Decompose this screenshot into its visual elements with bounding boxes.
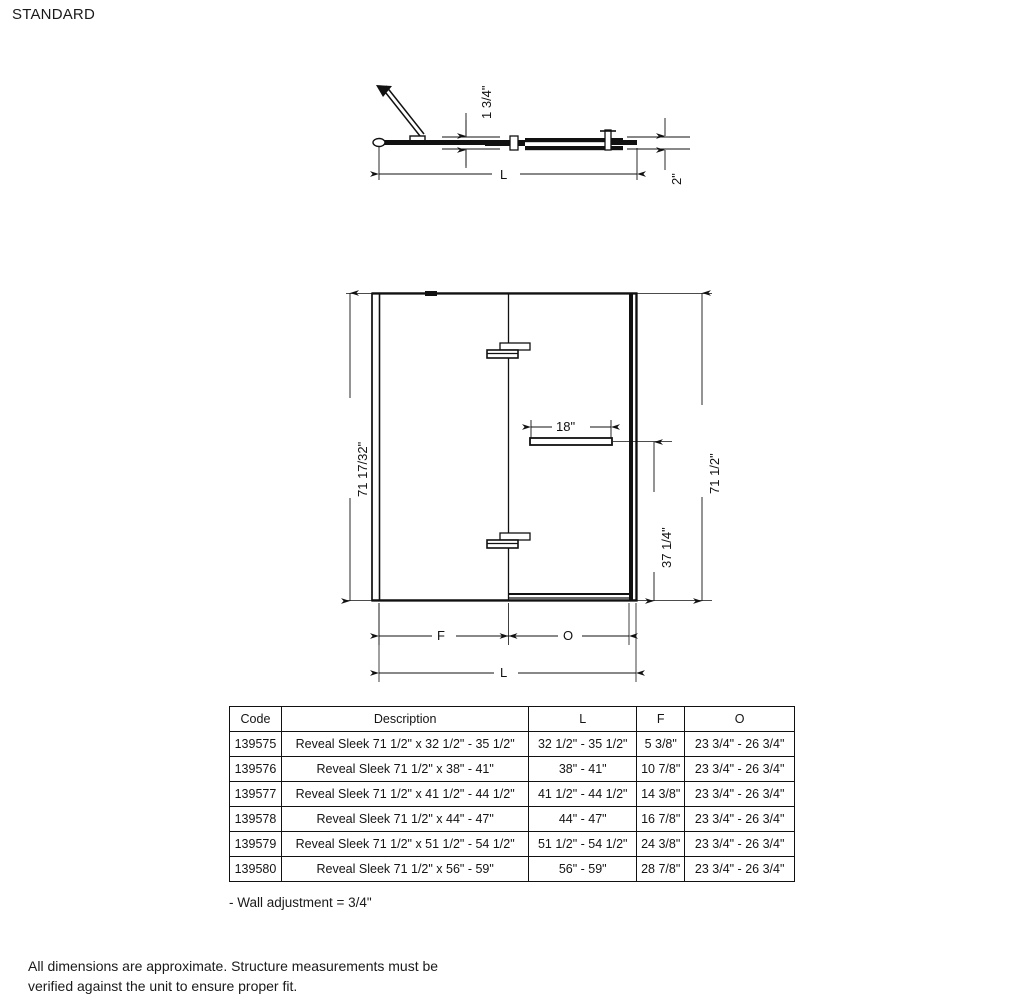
elev-dim-right-height: 71 1/2" xyxy=(707,453,722,494)
cell-code: 139580 xyxy=(229,856,282,882)
table-row: 139578 Reveal Sleek 71 1/2" x 44" - 47" … xyxy=(229,806,795,832)
elev-dim-O: O xyxy=(563,628,574,643)
header-O: O xyxy=(684,706,795,732)
upper-hinge xyxy=(486,342,531,359)
elev-dim-handle-width: 18" xyxy=(556,419,576,434)
plan-dim-L: L xyxy=(500,167,508,182)
wall-adjustment-note: - Wall adjustment = 3/4" xyxy=(229,895,372,910)
specification-table-wrapper: Code Description L F O 139575 Reveal Sle… xyxy=(229,706,795,882)
table-row: 139579 Reveal Sleek 71 1/2" x 51 1/2" - … xyxy=(229,831,795,857)
header-F: F xyxy=(636,706,686,732)
cell-F: 5 3/8" xyxy=(636,731,686,757)
cell-L: 38" - 41" xyxy=(528,756,638,782)
cell-description: Reveal Sleek 71 1/2" x 56" - 59" xyxy=(280,856,530,882)
cell-description: Reveal Sleek 71 1/2" x 38" - 41" xyxy=(280,756,530,782)
cell-code: 139577 xyxy=(229,781,282,807)
cell-code: 139579 xyxy=(229,831,282,857)
table-row: 139575 Reveal Sleek 71 1/2" x 32 1/2" - … xyxy=(229,731,795,757)
cell-code: 139576 xyxy=(229,756,282,782)
page-title: STANDARD xyxy=(12,6,95,23)
header-L: L xyxy=(528,706,638,732)
disclaimer-note: All dimensions are approximate. Structur… xyxy=(28,958,439,994)
cell-code: 139578 xyxy=(229,806,282,832)
cell-O: 23 3/4" - 26 3/4" xyxy=(684,731,795,757)
cell-F: 16 7/8" xyxy=(636,806,686,832)
cell-L: 32 1/2" - 35 1/2" xyxy=(528,731,638,757)
cell-F: 28 7/8" xyxy=(636,856,686,882)
cell-description: Reveal Sleek 71 1/2" x 51 1/2" - 54 1/2" xyxy=(280,831,530,857)
table-row: 139580 Reveal Sleek 71 1/2" x 56" - 59" … xyxy=(229,856,795,882)
cell-code: 139575 xyxy=(229,731,282,757)
header-description: Description xyxy=(280,706,530,732)
cell-F: 14 3/8" xyxy=(636,781,686,807)
cell-description: Reveal Sleek 71 1/2" x 41 1/2" - 44 1/2" xyxy=(280,781,530,807)
cell-description: Reveal Sleek 71 1/2" x 44" - 47" xyxy=(280,806,530,832)
cell-description: Reveal Sleek 71 1/2" x 32 1/2" - 35 1/2" xyxy=(280,731,530,757)
plan-dim-1-3-4: 1 3/4" xyxy=(479,85,494,119)
table-row: 139576 Reveal Sleek 71 1/2" x 38" - 41" … xyxy=(229,756,795,782)
cell-O: 23 3/4" - 26 3/4" xyxy=(684,831,795,857)
elevation-geometry xyxy=(341,290,712,682)
cell-L: 41 1/2" - 44 1/2" xyxy=(528,781,638,807)
plan-view-geometry xyxy=(370,85,690,182)
table-header-row: Code Description L F O xyxy=(229,706,795,732)
cell-L: 51 1/2" - 54 1/2" xyxy=(528,831,638,857)
plan-dim-2in: 2" xyxy=(669,173,684,185)
elev-dim-L: L xyxy=(500,665,508,680)
cell-O: 23 3/4" - 26 3/4" xyxy=(684,781,795,807)
table-row: 139577 Reveal Sleek 71 1/2" x 41 1/2" - … xyxy=(229,781,795,807)
cell-F: 24 3/8" xyxy=(636,831,686,857)
specification-table: Code Description L F O 139575 Reveal Sle… xyxy=(229,706,795,882)
cell-L: 44" - 47" xyxy=(528,806,638,832)
lower-hinge xyxy=(486,532,531,549)
cell-O: 23 3/4" - 26 3/4" xyxy=(684,806,795,832)
elev-dim-left-height: 71 17/32" xyxy=(355,441,370,497)
cell-O: 23 3/4" - 26 3/4" xyxy=(684,756,795,782)
door-handle xyxy=(529,437,613,446)
elev-dim-F: F xyxy=(437,628,445,643)
elev-dim-handle-height: 37 1/4" xyxy=(659,527,674,568)
cell-L: 56" - 59" xyxy=(528,856,638,882)
cell-F: 10 7/8" xyxy=(636,756,686,782)
header-code: Code xyxy=(229,706,282,732)
cell-O: 23 3/4" - 26 3/4" xyxy=(684,856,795,882)
